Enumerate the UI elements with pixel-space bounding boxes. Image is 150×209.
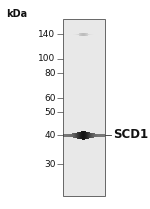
Text: 80: 80 [44,69,56,78]
Text: SCD1: SCD1 [113,128,148,141]
Bar [63,19,105,196]
Text: 60: 60 [44,94,56,103]
Text: 30: 30 [44,159,56,169]
Text: 100: 100 [38,54,56,63]
Text: 40: 40 [44,131,56,140]
Text: 50: 50 [44,108,56,117]
Text: 140: 140 [38,30,56,39]
Text: kDa: kDa [6,9,27,19]
